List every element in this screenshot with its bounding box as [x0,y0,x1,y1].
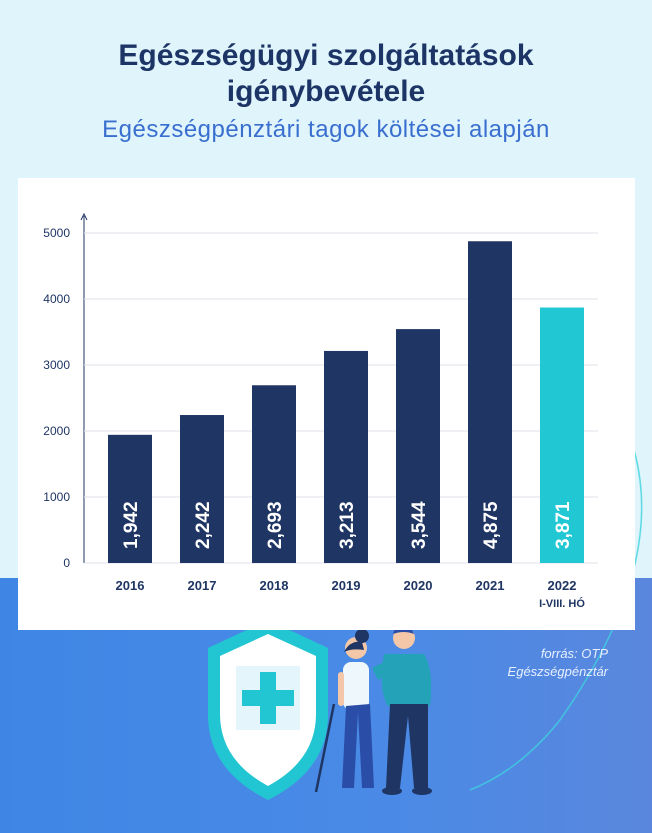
x-tick-label-2017: 2017 [188,578,217,593]
elderly-couple-illustration [314,625,432,795]
x-tick-sublabel-2022: I-VIII. HÓ [539,597,585,610]
bar-2018 [252,385,296,563]
y-tick-label-1: 1000 [43,490,70,504]
source-line-2: Egészségpénztár [507,664,608,679]
shield-cross-icon [208,620,328,800]
bar-value-label-2017: 2,242 [193,501,214,549]
x-tick-label-2021: 2021 [476,578,505,593]
bar-chart: 0 1000 2000 3000 4000 5000 1,942 2016 2,242 2017 2… [43,212,598,610]
y-axis-arrow-icon [80,212,88,221]
bar-2016 [108,434,152,563]
bar-2020 [396,329,440,563]
y-tick-label-4: 4000 [43,292,70,306]
title-line-1: Egészségügyi szolgáltatások [118,39,534,72]
page-subtitle: Egészségpénztári tagok költései alapján [102,116,550,143]
bar-value-label-2018: 2,693 [265,501,286,549]
page-title: Egészségügyi szolgáltatások igénybevétel… [0,38,652,110]
x-tick-label-2018: 2018 [260,578,289,593]
y-tick-label-3: 3000 [43,358,70,372]
bar-value-label-2021: 4,875 [481,501,502,549]
bar-2021 [468,241,512,563]
title-line-2: igénybevétele [226,75,426,108]
source-line-1: forrás: OTP [540,646,608,661]
x-tick-label-2022: 2022 [548,578,577,593]
x-tick-label-2019: 2019 [332,578,361,593]
bar-2019 [324,350,368,563]
y-tick-label-5: 5000 [43,226,70,240]
x-tick-label-2020: 2020 [404,578,433,593]
x-tick-label-2016: 2016 [116,578,145,593]
source-note: forrás: OTP Egészségpénztár [508,645,608,681]
bar-value-label-2022: 3,871 [553,501,574,549]
y-tick-label-2: 2000 [43,424,70,438]
bar-value-label-2020: 3,544 [409,501,430,549]
bar-value-label-2019: 3,213 [337,501,358,549]
chart-card: 0 1000 2000 3000 4000 5000 1,942 2016 2,242 2017 2… [18,178,635,630]
bar-2017 [180,415,224,563]
bar-2022 [540,307,584,563]
bar-value-label-2016: 1,942 [121,501,142,549]
y-tick-label-0: 0 [63,556,70,570]
